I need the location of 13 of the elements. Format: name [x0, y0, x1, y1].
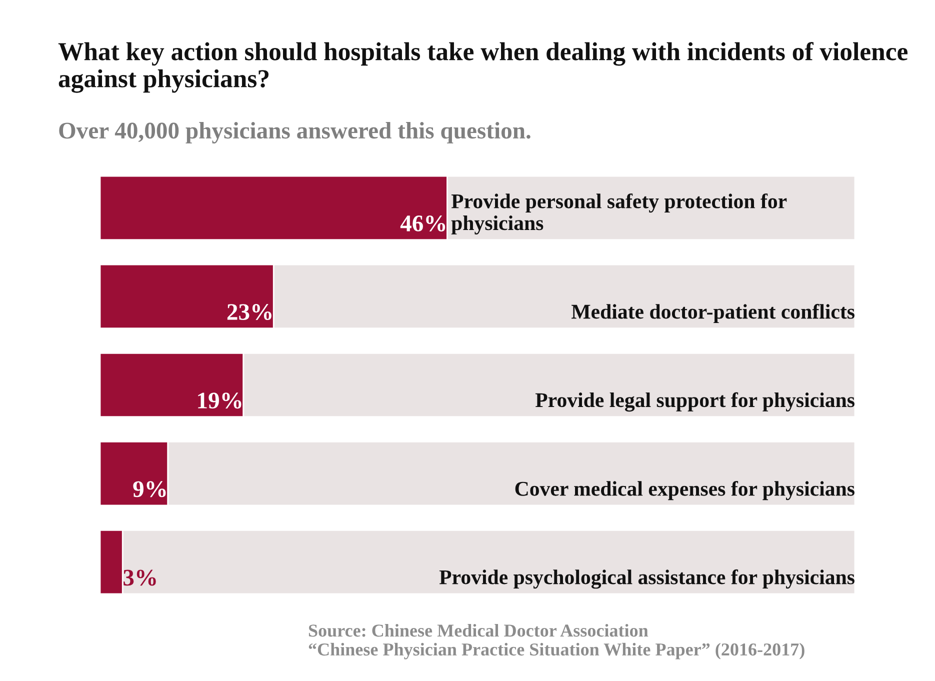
y-tick-label: Mediate doctor-patient conflicts: [571, 304, 854, 324]
chart-title: What key action should hospitals take when dealing with incidents of violence against physicians?: [58, 42, 908, 93]
y-tick-label: Cover medical expenses for physicians: [515, 480, 854, 500]
y-tick-label: Provide psychological assistance for physicians: [439, 569, 854, 589]
data-label: 3%: [124, 570, 156, 586]
y-tick-label: Provide legal support for physicians: [535, 392, 854, 412]
y-tick-label: Provide personal safety protection for physicians: [451, 193, 787, 234]
source-note: Source: Chinese Medical Doctor Association “Chinese Physician Practice Situation White Paper” (2016-2017): [308, 624, 804, 660]
data-label: 9%: [133, 481, 166, 498]
data-label: 23%: [227, 304, 272, 320]
data-label: 46%: [400, 215, 446, 232]
chart-subtitle: Over 40,000 physicians answered this question.: [59, 122, 530, 144]
data-label: 19%: [198, 392, 242, 409]
